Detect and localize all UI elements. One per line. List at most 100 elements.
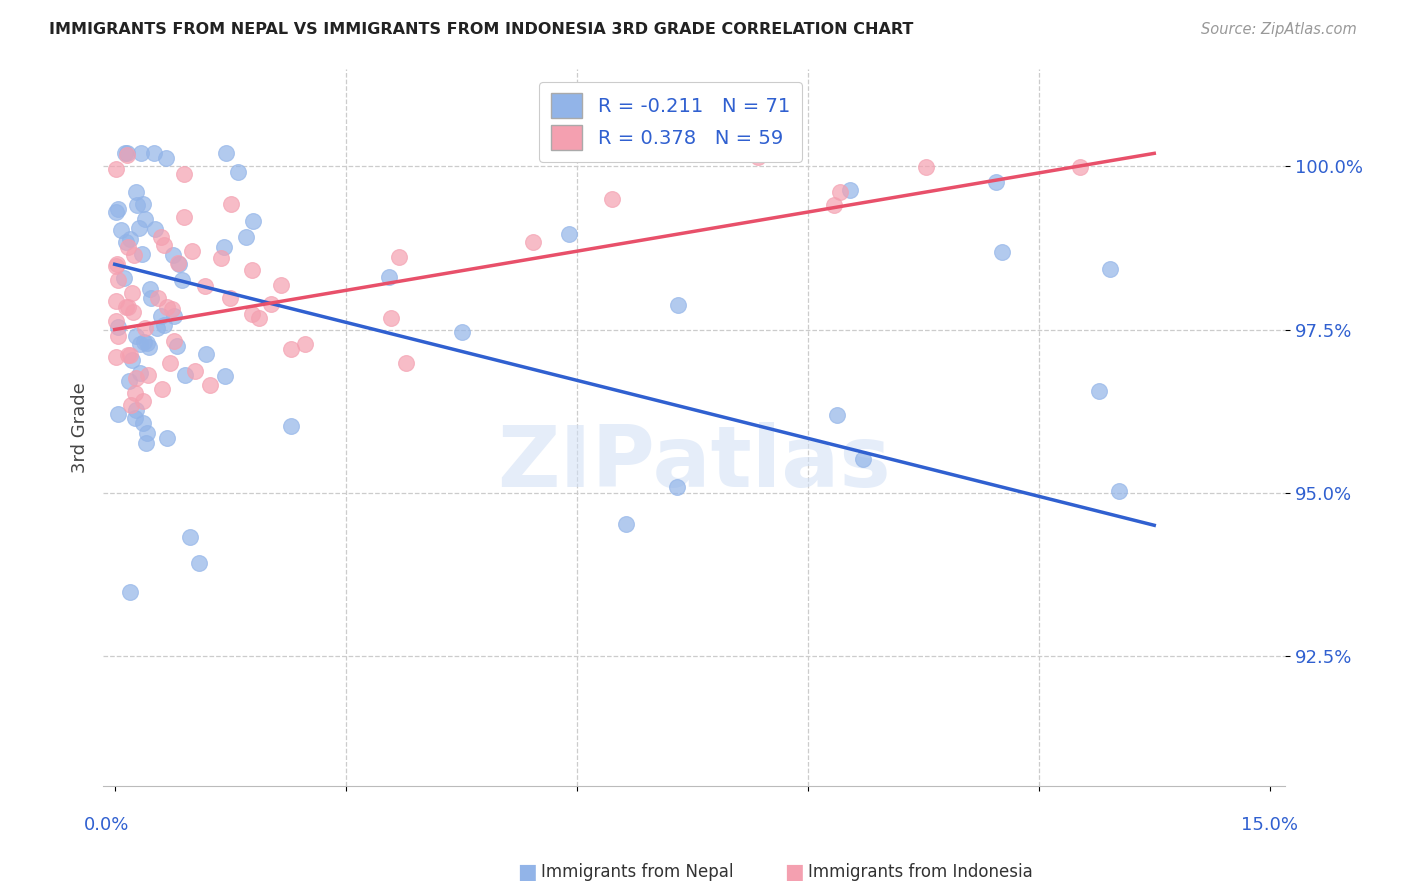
- Text: Immigrants from Indonesia: Immigrants from Indonesia: [808, 863, 1033, 881]
- Point: [105, 259, 128, 273]
- Point: [735, 146, 758, 161]
- Point: [129, 337, 152, 351]
- Point: [107, 273, 129, 287]
- Point: [195, 347, 218, 361]
- Text: IMMIGRANTS FROM NEPAL VS IMMIGRANTS FROM INDONESIA 3RD GRADE CORRELATION CHART: IMMIGRANTS FROM NEPAL VS IMMIGRANTS FROM…: [49, 22, 914, 37]
- Text: ■: ■: [517, 863, 537, 882]
- Point: [117, 240, 139, 254]
- Point: [124, 248, 146, 262]
- Point: [150, 309, 173, 323]
- Point: [131, 146, 153, 161]
- Point: [153, 318, 176, 333]
- Point: [209, 252, 232, 266]
- Point: [294, 337, 316, 351]
- Point: [153, 238, 176, 252]
- Point: [828, 185, 851, 199]
- Point: [280, 419, 302, 434]
- Point: [114, 235, 136, 249]
- Point: [259, 297, 281, 311]
- Point: [690, 132, 713, 146]
- Point: [107, 202, 129, 217]
- Point: [110, 222, 132, 236]
- Point: [139, 282, 162, 296]
- Text: ■: ■: [785, 863, 804, 882]
- Point: [219, 197, 242, 211]
- Point: [160, 301, 183, 316]
- Point: [112, 270, 135, 285]
- Point: [125, 329, 148, 343]
- Point: [984, 175, 1007, 189]
- Point: [522, 235, 544, 250]
- Text: Immigrants from Nepal: Immigrants from Nepal: [541, 863, 734, 881]
- Point: [270, 277, 292, 292]
- Point: [200, 378, 222, 392]
- Point: [388, 250, 411, 264]
- Point: [118, 348, 141, 362]
- Point: [131, 393, 153, 408]
- Point: [215, 146, 238, 161]
- Point: [163, 309, 186, 323]
- Point: [852, 452, 875, 467]
- Point: [132, 334, 155, 349]
- Point: [193, 279, 215, 293]
- Point: [105, 314, 128, 328]
- Point: [172, 273, 194, 287]
- Point: [117, 300, 139, 314]
- Point: [825, 408, 848, 422]
- Point: [240, 263, 263, 277]
- Text: 0.0%: 0.0%: [84, 815, 129, 834]
- Point: [212, 240, 235, 254]
- Point: [228, 165, 250, 179]
- Text: ZIPatlas: ZIPatlas: [498, 422, 891, 505]
- Point: [179, 530, 201, 544]
- Point: [131, 196, 153, 211]
- Point: [377, 270, 399, 285]
- Point: [121, 352, 143, 367]
- Point: [129, 366, 152, 380]
- Point: [107, 407, 129, 421]
- Point: [131, 247, 153, 261]
- Legend: R = -0.211   N = 71, R = 0.378   N = 59: R = -0.211 N = 71, R = 0.378 N = 59: [540, 82, 801, 162]
- Point: [181, 244, 204, 259]
- Point: [120, 584, 142, 599]
- Point: [105, 350, 128, 364]
- Point: [839, 182, 862, 196]
- Point: [107, 329, 129, 343]
- Point: [235, 229, 257, 244]
- Point: [1069, 161, 1091, 175]
- Point: [135, 335, 157, 350]
- Point: [107, 257, 129, 271]
- Point: [146, 321, 169, 335]
- Point: [823, 198, 845, 212]
- Point: [105, 162, 128, 177]
- Point: [159, 356, 181, 370]
- Point: [141, 291, 163, 305]
- Point: [219, 291, 242, 305]
- Point: [142, 146, 165, 161]
- Point: [173, 167, 195, 181]
- Point: [156, 300, 179, 314]
- Point: [125, 403, 148, 417]
- Point: [167, 256, 190, 270]
- Point: [915, 160, 938, 174]
- Point: [614, 517, 637, 532]
- Point: [184, 364, 207, 378]
- Point: [124, 411, 146, 425]
- Point: [247, 311, 270, 326]
- Point: [991, 245, 1014, 260]
- Point: [125, 185, 148, 199]
- Point: [163, 334, 186, 348]
- Point: [665, 480, 688, 494]
- Point: [214, 368, 236, 383]
- Point: [173, 210, 195, 224]
- Point: [666, 298, 689, 312]
- Point: [125, 198, 148, 212]
- Point: [600, 192, 623, 206]
- Point: [121, 305, 143, 319]
- Point: [105, 293, 128, 308]
- Point: [124, 385, 146, 400]
- Point: [115, 301, 138, 315]
- Point: [134, 211, 156, 226]
- Point: [118, 374, 141, 388]
- Point: [1098, 261, 1121, 276]
